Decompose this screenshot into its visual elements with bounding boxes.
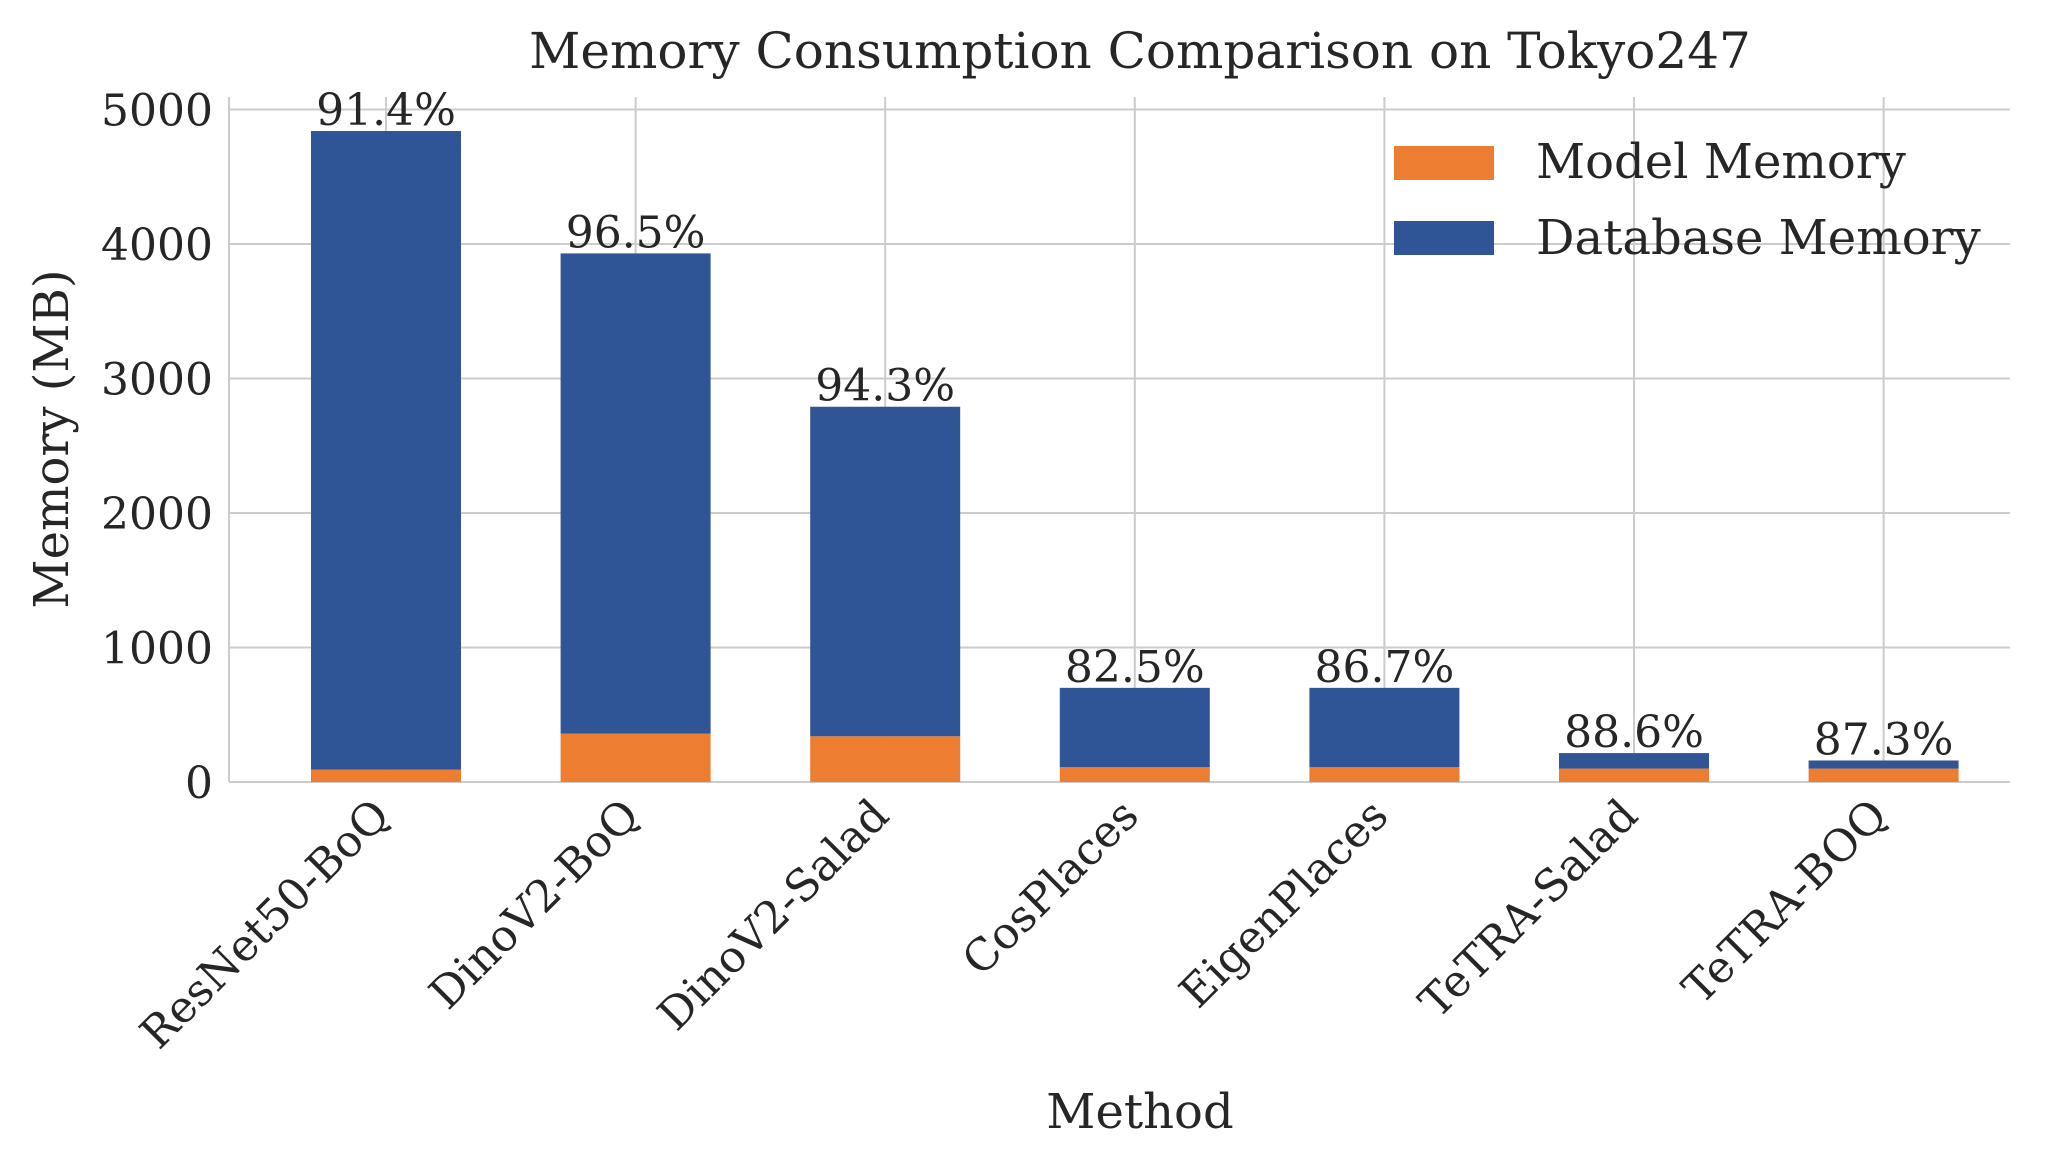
bar-cosplaces-database-memory — [1059, 687, 1210, 768]
bar-dinov2-salad-database-memory — [810, 406, 961, 737]
bar-resnet50-boq-database-memory — [311, 131, 461, 770]
x-tick-label-cosplaces: CosPlaces — [953, 790, 1149, 986]
bar-dinov2-boq-database-memory — [560, 253, 711, 734]
legend-label-model-memory: Model Memory — [1536, 134, 1906, 190]
bar-eigenplaces-model-memory — [1309, 767, 1460, 782]
bar-tetra-boq-model-memory — [1808, 768, 1959, 782]
bar-tetra-salad-model-memory — [1559, 768, 1709, 782]
x-axis-label: Method — [1046, 1084, 1233, 1140]
bar-dinov2-boq-model-memory — [560, 733, 711, 782]
bar-eigenplaces-database-memory — [1309, 687, 1460, 768]
y-tick-label-3000: 3000 — [101, 355, 213, 406]
bar-label-dinov2-salad: 94.3% — [815, 361, 955, 412]
bar-label-tetra-boq: 87.3% — [1814, 714, 1954, 765]
legend-swatch-model-memory — [1394, 146, 1494, 180]
legend-swatch-database-memory — [1394, 221, 1494, 255]
y-tick-labels: 0 1000 2000 3000 4000 5000 — [101, 86, 213, 810]
x-tick-label-tetra-boq: TeTRA-BOQ — [1673, 790, 1897, 1014]
bar-label-cosplaces: 82.5% — [1065, 642, 1205, 693]
x-tick-label-eigenplaces: EigenPlaces — [1170, 790, 1398, 1018]
bar-tetra-boq-database-memory — [1808, 760, 1959, 769]
bar-tetra-salad-database-memory — [1559, 753, 1709, 769]
x-tick-label-resnet50-boq: ResNet50-BoQ — [131, 790, 400, 1059]
bar-label-dinov2-boq: 96.5% — [566, 207, 706, 258]
bar-resnet50-boq-model-memory — [311, 769, 461, 782]
x-tick-label-tetra-salad: TeTRA-Salad — [1410, 790, 1648, 1028]
bar-label-resnet50-boq: 91.4% — [316, 85, 456, 136]
bar-label-eigenplaces: 86.7% — [1315, 642, 1455, 693]
legend-label-database-memory: Database Memory — [1536, 210, 1981, 266]
bar-label-tetra-salad: 88.6% — [1564, 707, 1704, 758]
y-tick-label-2000: 2000 — [101, 489, 213, 540]
legend: Model Memory Database Memory — [1394, 134, 1981, 266]
chart-title: Memory Consumption Comparison on Tokyo24… — [529, 22, 1751, 80]
y-axis-label: Memory (MB) — [24, 269, 80, 608]
y-tick-label-0: 0 — [185, 758, 213, 809]
bar-dinov2-salad-model-memory — [810, 736, 961, 782]
x-tick-label-dinov2-salad: DinoV2-Salad — [648, 790, 899, 1041]
y-tick-label-5000: 5000 — [101, 86, 213, 137]
y-tick-label-4000: 4000 — [101, 220, 213, 271]
bar-cosplaces-model-memory — [1059, 767, 1210, 782]
bar-labels: 91.4% 96.5% 94.3% 82.5% 86.7% 88.6% 87.3% — [316, 85, 1953, 765]
y-tick-label-1000: 1000 — [101, 624, 213, 675]
bars — [311, 131, 1959, 782]
x-tick-label-dinov2-boq: DinoV2-BoQ — [420, 790, 650, 1020]
